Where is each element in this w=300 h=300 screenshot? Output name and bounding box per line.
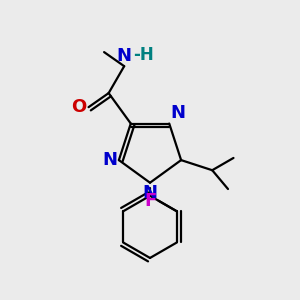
Text: O: O bbox=[71, 98, 86, 116]
Text: F: F bbox=[145, 192, 157, 210]
Text: N: N bbox=[117, 47, 132, 65]
Text: -H: -H bbox=[134, 46, 154, 64]
Text: N: N bbox=[102, 151, 117, 169]
Text: N: N bbox=[142, 184, 158, 202]
Text: N: N bbox=[171, 104, 186, 122]
